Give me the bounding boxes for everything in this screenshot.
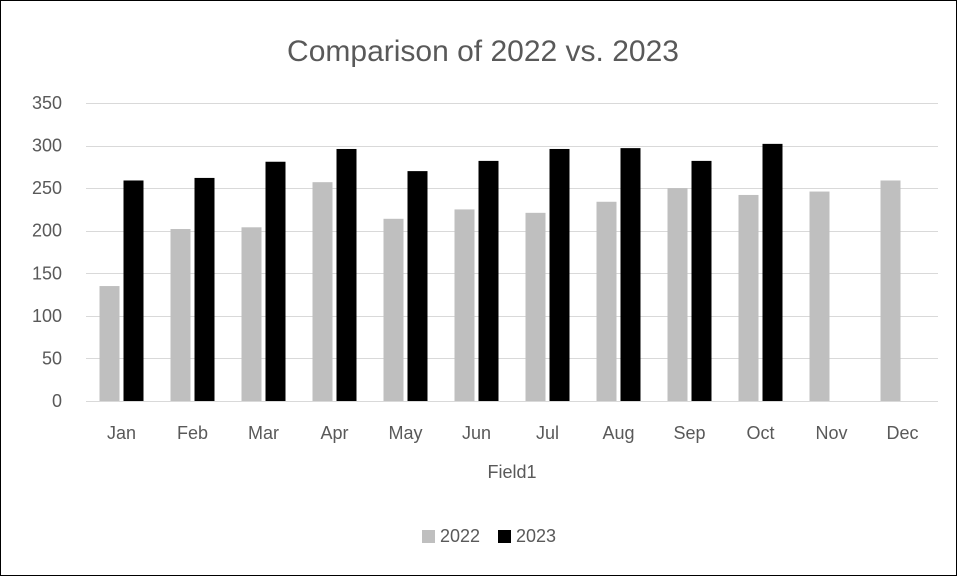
bar-2022-nov <box>809 191 830 401</box>
x-tick-label: Apr <box>320 423 348 443</box>
bar-2023-jul <box>549 148 570 401</box>
legend-label-2023: 2023 <box>516 526 556 546</box>
x-tick-label: Aug <box>602 423 634 443</box>
bar-2022-sep <box>667 188 688 401</box>
bar-2022-aug <box>596 201 617 401</box>
y-tick-label: 150 <box>32 263 62 283</box>
bars <box>99 143 901 401</box>
x-tick-label: Feb <box>177 423 208 443</box>
bar-2023-jan <box>123 180 144 401</box>
x-tick-label: Dec <box>886 423 918 443</box>
bar-2023-jun <box>478 160 499 401</box>
y-tick-label: 350 <box>32 93 62 113</box>
bar-2022-dec <box>880 180 901 401</box>
gridlines <box>86 103 938 402</box>
y-tick-label: 0 <box>52 391 62 411</box>
legend-swatch-2023 <box>498 530 511 543</box>
y-tick-label: 300 <box>32 136 62 156</box>
bar-2022-oct <box>738 194 759 401</box>
bar-2023-sep <box>691 160 712 401</box>
bar-2022-mar <box>241 227 262 401</box>
bar-2022-jun <box>454 209 475 401</box>
bar-2023-aug <box>620 148 641 401</box>
bar-2023-may <box>407 171 428 401</box>
chart-title: Comparison of 2022 vs. 2023 <box>287 35 679 68</box>
y-tick-label: 50 <box>42 348 62 368</box>
x-tick-label: Nov <box>815 423 847 443</box>
y-axis-ticks: 0 50 100 150 200 250 300 350 <box>32 93 62 411</box>
bar-2023-oct <box>762 143 783 401</box>
x-tick-label: Jan <box>107 423 136 443</box>
bar-2022-feb <box>170 229 191 401</box>
legend-swatch-2022 <box>422 530 435 543</box>
y-tick-label: 100 <box>32 306 62 326</box>
x-tick-label: Jul <box>536 423 559 443</box>
bar-2023-mar <box>265 161 286 401</box>
x-tick-label: Oct <box>746 423 774 443</box>
y-tick-label: 250 <box>32 178 62 198</box>
bar-2023-apr <box>336 148 357 401</box>
bar-2023-feb <box>194 177 215 401</box>
bar-2022-jul <box>525 212 546 401</box>
x-axis-title: Field1 <box>487 462 536 482</box>
y-tick-label: 200 <box>32 221 62 241</box>
x-tick-label: May <box>388 423 422 443</box>
bar-2022-apr <box>312 182 333 401</box>
x-tick-label: Mar <box>248 423 279 443</box>
legend: 2022 2023 <box>422 526 556 546</box>
x-axis-ticks: Jan Feb Mar Apr May Jun Jul Aug Sep Oct Nov Dec <box>107 423 919 443</box>
x-tick-label: Jun <box>462 423 491 443</box>
bar-2022-jan <box>99 286 120 401</box>
legend-label-2022: 2022 <box>440 526 480 546</box>
x-tick-label: Sep <box>673 423 705 443</box>
bar-2022-may <box>383 218 404 401</box>
